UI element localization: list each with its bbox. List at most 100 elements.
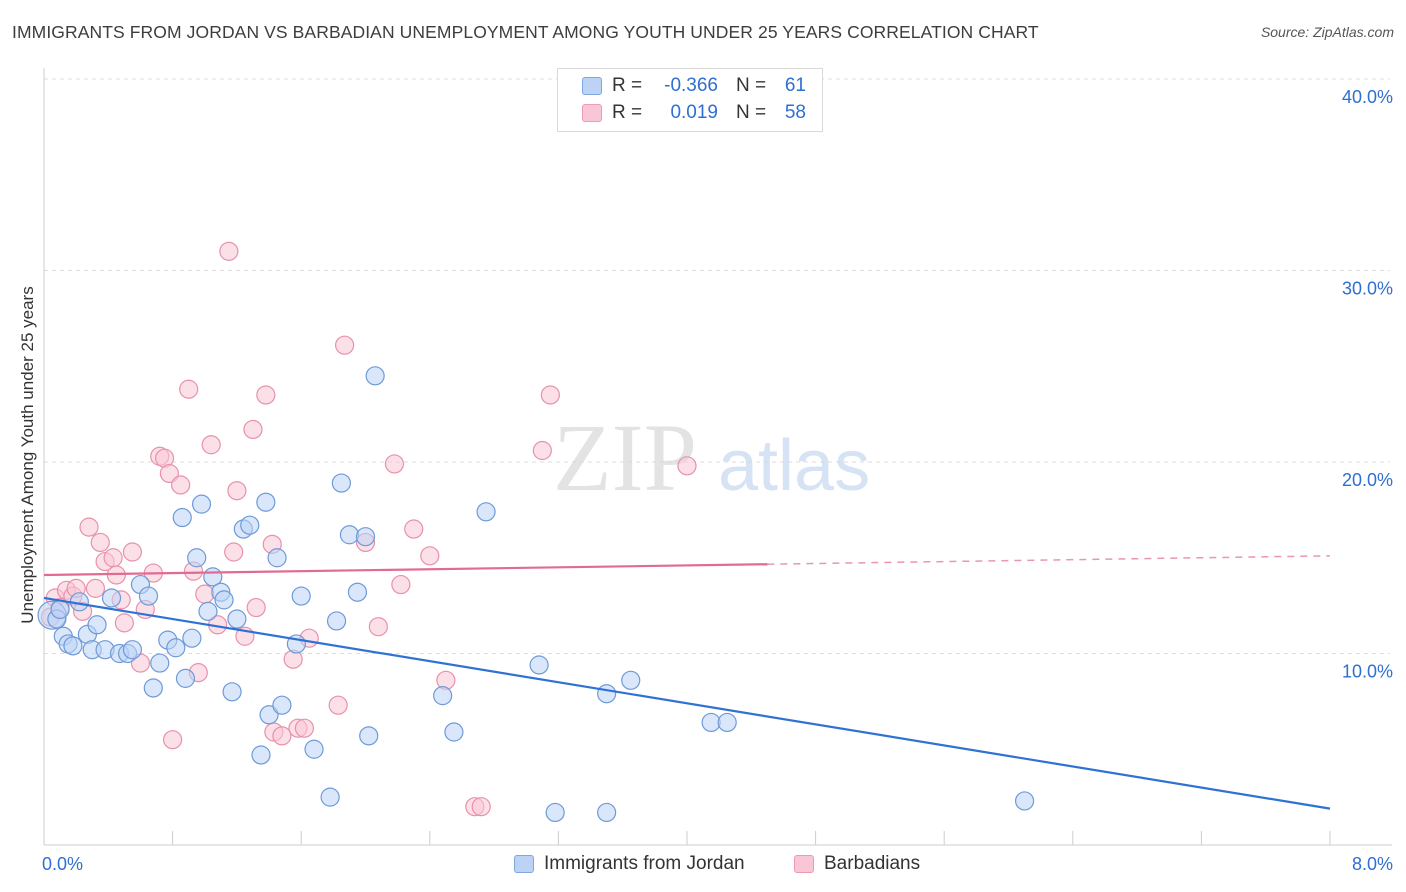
barbadians-point <box>227 481 247 501</box>
jordan-point <box>187 548 207 568</box>
barbadians-point <box>391 574 411 595</box>
jordan-point <box>251 745 271 765</box>
legend-item-barbadians: Barbadians <box>794 851 920 877</box>
jordan-point <box>214 590 234 610</box>
axes <box>43 68 1392 846</box>
barbadians-point <box>122 542 143 562</box>
jordan-point <box>355 527 376 547</box>
barbadians-point <box>246 597 266 618</box>
r-value: -0.366 <box>664 75 718 96</box>
barbadians-point <box>272 726 292 746</box>
barbadians-point <box>532 440 552 461</box>
barbadians-point <box>171 475 191 495</box>
n-label: N = <box>736 75 767 96</box>
barbadians-point <box>195 584 215 604</box>
n-value: 58 <box>784 102 806 123</box>
jordan-point <box>1014 791 1035 811</box>
jordan-point <box>320 787 340 807</box>
y-tick-label: 30.0% <box>1342 279 1393 299</box>
jordan-points <box>37 366 1035 823</box>
jordan-point <box>529 655 549 675</box>
barbadians-point <box>103 548 123 568</box>
jordan-point <box>433 686 453 706</box>
barbadians-point <box>159 463 179 484</box>
jordan-point <box>198 601 218 621</box>
barbadians-point <box>79 517 99 537</box>
x-tick-label: 0.0% <box>42 854 83 874</box>
jordan-point <box>597 684 617 704</box>
jordan-point <box>326 611 347 631</box>
r-label: R = <box>612 75 643 96</box>
r-value: 0.019 <box>670 102 718 123</box>
x-tick-label: 8.0% <box>1352 854 1393 874</box>
source-label: Source: ZipAtlas.com <box>1260 24 1394 40</box>
barbadians-point <box>335 335 355 355</box>
stats-legend-row-barbadians: R = 0.019 N = 58 <box>582 101 806 125</box>
trend-lines <box>43 555 1331 810</box>
barbadians-point <box>368 617 388 637</box>
barbadians-point <box>224 542 244 562</box>
barbadians-point <box>201 435 221 455</box>
barbadians-point <box>677 456 697 476</box>
barbadians-swatch <box>582 104 602 122</box>
watermark-zip: ZIP <box>553 404 697 511</box>
jordan-point <box>63 636 83 656</box>
barbadians-point <box>179 379 199 399</box>
jordan-point <box>227 609 247 629</box>
watermark-atlas: atlas <box>718 426 870 506</box>
barbadians-point <box>540 385 560 405</box>
watermark: ZIP atlas <box>553 404 870 511</box>
grid-lines <box>44 78 1390 654</box>
chart-title: IMMIGRANTS FROM JORDAN VS BARBADIAN UNEM… <box>12 22 1039 42</box>
jordan-point <box>87 615 107 635</box>
jordan-point <box>267 548 287 568</box>
barbadians-point <box>243 419 263 440</box>
legend-swatch-jordan <box>514 855 534 873</box>
stats-legend-row-jordan: R = -0.366 N = 61 <box>582 74 806 98</box>
jordan-point <box>347 582 368 602</box>
jordan-point <box>138 586 159 606</box>
jordan-point <box>291 586 311 606</box>
jordan-point <box>331 473 351 493</box>
barbadians-point <box>328 695 348 715</box>
jordan-point <box>175 668 196 688</box>
barbadians-point <box>420 546 440 566</box>
tick-labels: 10.0% 20.0% 30.0% 40.0% 0.0% 8.0% <box>42 87 1393 874</box>
jordan-point <box>222 682 242 702</box>
jordan-point <box>50 599 70 620</box>
barbadians-point <box>471 797 491 817</box>
jordan-point <box>240 515 260 535</box>
jordan-point <box>172 507 192 528</box>
jordan-point <box>339 525 360 545</box>
jordan-point <box>122 640 143 660</box>
jordan-swatch <box>582 77 602 95</box>
legend-item-jordan: Immigrants from Jordan <box>514 851 745 877</box>
jordan-point <box>444 722 464 742</box>
barbadians-point <box>85 578 106 598</box>
y-tick-label: 40.0% <box>1342 87 1393 107</box>
jordan-point <box>272 695 292 715</box>
jordan-point <box>621 670 641 690</box>
barbadians-point <box>384 454 405 474</box>
jordan-point <box>143 678 163 698</box>
barbadians-point <box>404 519 424 539</box>
barbadians-point <box>163 730 183 750</box>
barbadians-point <box>294 718 315 738</box>
legend-label-barbadians: Barbadians <box>824 853 921 874</box>
jordan-point <box>256 492 276 512</box>
y-tick-label: 10.0% <box>1342 662 1393 682</box>
barbadians-point <box>114 613 134 633</box>
legend-label-jordan: Immigrants from Jordan <box>544 853 745 874</box>
barbadians-trend-line-extension <box>767 555 1331 565</box>
jordan-point <box>597 802 617 823</box>
barbadians-trend-line <box>43 563 768 577</box>
jordan-point <box>304 739 324 759</box>
jordan-point <box>182 628 202 648</box>
jordan-point <box>150 653 170 673</box>
r-label: R = <box>612 102 643 123</box>
jordan-point <box>101 588 122 608</box>
jordan-point <box>476 502 496 522</box>
legend-swatch-barbadians <box>794 855 814 873</box>
barbadians-point <box>90 532 110 553</box>
jordan-point <box>717 712 737 733</box>
